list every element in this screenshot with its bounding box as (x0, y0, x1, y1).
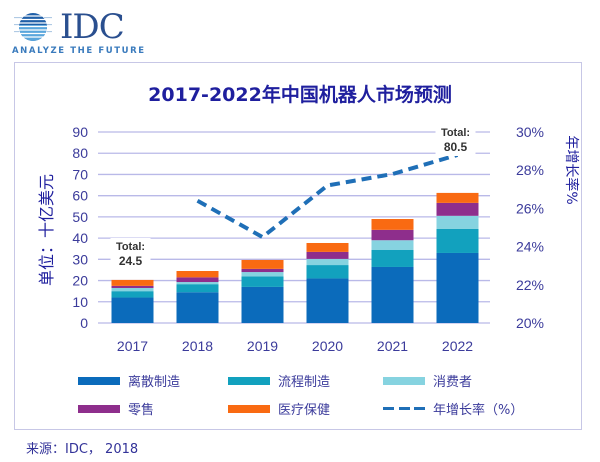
legend-item-process: 流程制造 (228, 371, 330, 390)
bar-segment-consumer-2018 (176, 282, 219, 285)
y2-tick-label: 24% (516, 239, 544, 255)
bar-segment-discrete_mfg-2020 (306, 278, 349, 323)
y2-tick-label: 22% (516, 277, 544, 293)
bar-segment-consumer-2021 (371, 240, 414, 250)
growth-rate-line (196, 153, 459, 240)
y-tick-label: 0 (80, 315, 88, 331)
bar-segment-consumer-2022 (436, 215, 479, 229)
y-tick-label: 50 (72, 209, 88, 225)
legend-swatch-discrete (78, 376, 120, 385)
y-tick-label: 90 (72, 124, 88, 140)
y2-tick-label: 28% (516, 162, 544, 178)
total-annotation-value: 80.5 (444, 140, 468, 154)
y2-axis-title: 年增长率% (563, 135, 580, 204)
total-annotation-label: Total: (116, 241, 145, 253)
chart-title: 2017-2022年中国机器人市场预测 (148, 84, 452, 106)
legend-label-discrete: 离散制造 (128, 375, 181, 390)
bar-segment-process_mfg-2022 (436, 228, 479, 253)
x-tick-label: 2017 (117, 338, 148, 354)
bar-segment-process_mfg-2017 (111, 291, 154, 298)
y-tick-label: 40 (72, 230, 88, 246)
y-tick-label: 80 (72, 145, 88, 161)
legend-swatch-retail (78, 404, 120, 413)
bar-segment-discrete_mfg-2018 (176, 292, 219, 323)
x-tick-label: 2018 (182, 338, 213, 354)
bar-segment-discrete_mfg-2019 (241, 286, 284, 323)
bar-segment-healthcare-2017 (111, 279, 154, 286)
bar-segment-retail-2019 (241, 268, 284, 273)
y-tick-label: 60 (72, 188, 88, 204)
x-tick-label: 2020 (312, 338, 343, 354)
bar-segment-discrete_mfg-2021 (371, 266, 414, 323)
bar-segment-process_mfg-2018 (176, 284, 219, 293)
legend-swatch-healthcare (228, 404, 270, 413)
annotation-bg (435, 124, 476, 156)
y-tick-label: 70 (72, 166, 88, 182)
source-note: 来源：IDC， 2018 (26, 442, 139, 457)
x-tick-label: 2022 (442, 338, 473, 354)
bar-segment-discrete_mfg-2017 (111, 297, 154, 323)
bar-segment-retail-2018 (176, 277, 219, 283)
bar-segment-process_mfg-2021 (371, 249, 414, 267)
legend-item-discrete: 离散制造 (78, 371, 180, 390)
bar-segment-healthcare-2022 (436, 192, 479, 203)
bar-segment-retail-2021 (371, 229, 414, 241)
annotation-bg (110, 238, 151, 270)
idc-logo: IDC ANALYZE THE FUTURE (12, 8, 162, 58)
legend-label-consumer: 消费者 (433, 375, 473, 390)
bar-segment-process_mfg-2019 (241, 276, 284, 287)
y2-tick-label: 20% (516, 315, 544, 331)
bar-segment-retail-2020 (306, 251, 349, 259)
bar-segment-retail-2017 (111, 285, 154, 288)
bar-segment-consumer-2017 (111, 287, 154, 292)
bar-segment-consumer-2020 (306, 258, 349, 266)
y-axis-title: 单位：十亿美元 (37, 174, 56, 286)
legend-item-growth: 年增长率（%） (383, 399, 523, 418)
bar-segment-healthcare-2021 (371, 219, 414, 230)
bar-segment-healthcare-2020 (306, 242, 349, 252)
y-tick-label: 10 (72, 294, 88, 310)
bar-segment-retail-2022 (436, 202, 479, 216)
legend-label-growth: 年增长率（%） (433, 403, 524, 418)
legend-swatch-growth-dashed (383, 405, 425, 413)
logo-wordmark: IDC (60, 7, 125, 47)
legend-label-retail: 零售 (128, 403, 155, 418)
legend-label-healthcare: 医疗保健 (278, 403, 331, 418)
y-tick-label: 30 (72, 251, 88, 267)
bar-segment-consumer-2019 (241, 272, 284, 277)
bar-segment-healthcare-2018 (176, 271, 219, 278)
x-tick-label: 2021 (377, 338, 408, 354)
bar-segment-process_mfg-2020 (306, 265, 349, 279)
x-tick-label: 2019 (247, 338, 278, 354)
total-annotation-label: Total: (441, 127, 470, 139)
y2-tick-label: 26% (516, 200, 544, 216)
legend-item-retail: 零售 (78, 399, 154, 418)
legend-label-process: 流程制造 (278, 375, 331, 390)
y-tick-label: 20 (72, 273, 88, 289)
chart-frame (14, 62, 582, 430)
legend-swatch-process (228, 376, 270, 385)
logo-tagline: ANALYZE THE FUTURE (12, 46, 146, 56)
legend-swatch-consumer (383, 376, 425, 385)
globe-icon (14, 13, 52, 41)
legend-item-consumer: 消费者 (383, 371, 472, 390)
y2-tick-label: 30% (516, 124, 544, 140)
total-annotation-value: 24.5 (119, 254, 143, 268)
legend-item-healthcare: 医疗保健 (228, 399, 330, 418)
bar-segment-healthcare-2019 (241, 259, 284, 269)
bar-segment-discrete_mfg-2022 (436, 252, 479, 323)
